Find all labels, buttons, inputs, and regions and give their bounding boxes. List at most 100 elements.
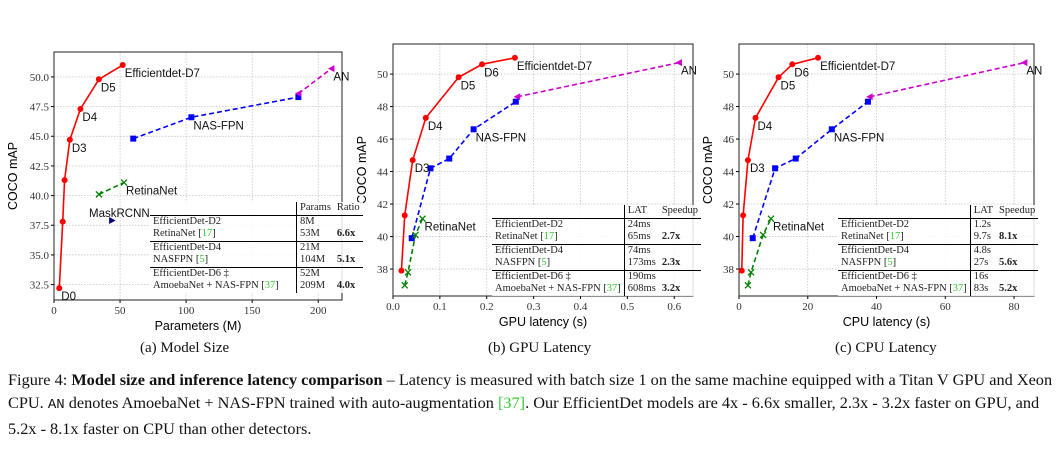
table-row: RetinaNet [17] 65ms 2.7x [492,231,701,245]
caption-text: . Our EfficientDet models are 4x - 6.6x … [8,393,1040,438]
citation-link[interactable]: 37 [952,283,964,294]
value-cell: 83s [969,283,997,296]
ratio-cell [996,218,1038,231]
y-tick-label: 48 [723,102,735,114]
model-name: AmoebaNet + NAS-FPN [37] [841,283,967,294]
table-row: AmoebaNet + NAS-FPN [37] 608ms 3.2x [492,283,701,296]
value-cell: 190ms [623,270,659,283]
table-row: EfficientDet-D4 74ms [492,244,701,257]
point-label: RetinaNet [126,186,178,198]
data-point [419,215,426,223]
y-tick-label: 40 [377,232,389,244]
y-tick-label: 44 [377,167,389,179]
series-line [517,61,680,98]
subcaption-c: (c) CPU Latency [835,340,937,356]
chart-a: 0 50 100 150 200 32.5 35.0 37.5 40.0 42.5 45.0 47.5… [6,51,349,333]
ratio-cell: 3.2x [661,283,681,294]
ratio-cell [659,270,701,283]
data-point [772,165,779,172]
column-header: LAT [623,205,659,219]
x-tick-label: 0.1 [433,301,447,313]
data-point [61,177,68,184]
model-name: EfficientDet-D4 [492,244,624,257]
x-tick-label: 0.5 [621,301,635,313]
y-axis-label: COCO mAP [6,142,20,210]
model-name: EfficientDet-D2 [150,215,297,228]
x-tick-label: 0.4 [574,301,588,313]
ratio-cell [659,244,701,257]
series-an [294,65,335,98]
citation-link[interactable]: 5 [199,254,205,265]
y-tick-label: 38 [723,264,735,276]
y-tick-label: 40 [723,232,735,244]
y-tick-label: 42 [377,199,388,211]
value-cell: 4.8s [969,244,997,257]
series-line [410,101,517,239]
model-label: EfficientDet-D2 [153,215,222,227]
x-tick-label: 50 [115,305,127,317]
point-label: D0 [61,291,76,303]
data-point [404,268,412,276]
ratio-cell: 5.1x [333,254,363,268]
model-label: AmoebaNet + NAS-FPN [841,283,947,294]
x-tick-label: 0.6 [667,301,681,313]
ratio-cell [334,267,363,280]
citation-link[interactable]: 37 [264,280,276,291]
citation-link[interactable]: 5 [887,257,893,268]
data-point [327,65,335,73]
point-label: D4 [758,121,773,133]
y-axis-label: COCO mAP [701,136,715,204]
data-point [77,105,84,112]
point-label: AN [1026,66,1042,78]
data-point [455,74,462,81]
ratio-cell: 5.2x [999,283,1018,294]
model-name: RetinaNet [17] [150,228,297,242]
value-cell: 8M [295,215,334,228]
point-label: NAS-FPN [193,120,243,132]
model-name: NASFPN [5] [492,257,625,271]
table-row: RetinaNet [17] 9.7s 8.1x [838,231,1039,245]
y-tick-label: 42.5 [30,161,50,173]
y-tick-label: 48 [377,102,389,114]
model-label: EfficientDet-D4 [841,244,910,256]
caption-citation[interactable]: [37] [497,393,526,412]
inset-table: Params Ratio EfficientDet-D2 8M RetinaNet [1… [150,202,363,293]
value-cell: 16s [969,270,997,283]
model-label: RetinaNet [841,231,884,242]
data-point [119,62,126,69]
ratio-cell [334,241,363,254]
plot-frame [738,43,1035,297]
point-label: RetinaNet [425,222,477,234]
series-efficientdet [398,54,518,274]
x-axis-label: Parameters (M) [155,319,242,333]
citation-link[interactable]: 37 [606,283,618,294]
data-point [398,267,405,274]
citation-link[interactable]: 5 [541,257,547,268]
chart-b: 0.0 0.1 0.2 0.3 0.4 0.5 0.6 38 40 42 44 46 48 50 GPU l… [355,43,697,329]
y-tick-label: 50 [377,69,389,81]
data-point [479,61,486,68]
x-tick-label: 20 [802,301,814,313]
citation-link[interactable]: 17 [889,231,901,242]
data-point [412,231,419,239]
model-name: RetinaNet [17] [838,231,971,245]
citation-link[interactable]: 17 [543,231,555,242]
point-label: MaskRCNN [89,208,150,220]
data-point [470,126,477,133]
citation-link[interactable]: 17 [201,228,213,239]
model-label: AmoebaNet + NAS-FPN [153,280,259,291]
value-cell: 27s [969,257,997,271]
model-name: EfficientDet-D6 ‡ [150,267,297,280]
column-header: LAT [969,205,997,219]
table-header: Params Ratio [150,202,363,216]
data-point [427,165,434,172]
data-point [759,231,767,239]
subcaption-a: (a) Model Size [140,340,230,356]
table-row: NASFPN [5] 173ms 2.3x [492,257,701,271]
table-row: EfficientDet-D2 1.2s [838,218,1038,231]
x-tick-label: 150 [244,305,261,317]
series-retinanet [95,179,128,198]
column-header: Speedup [996,205,1039,219]
gpu-latency-table: LAT Speedup EfficientDet-D2 24ms RetinaNet [… [492,205,701,296]
data-point [866,93,873,101]
